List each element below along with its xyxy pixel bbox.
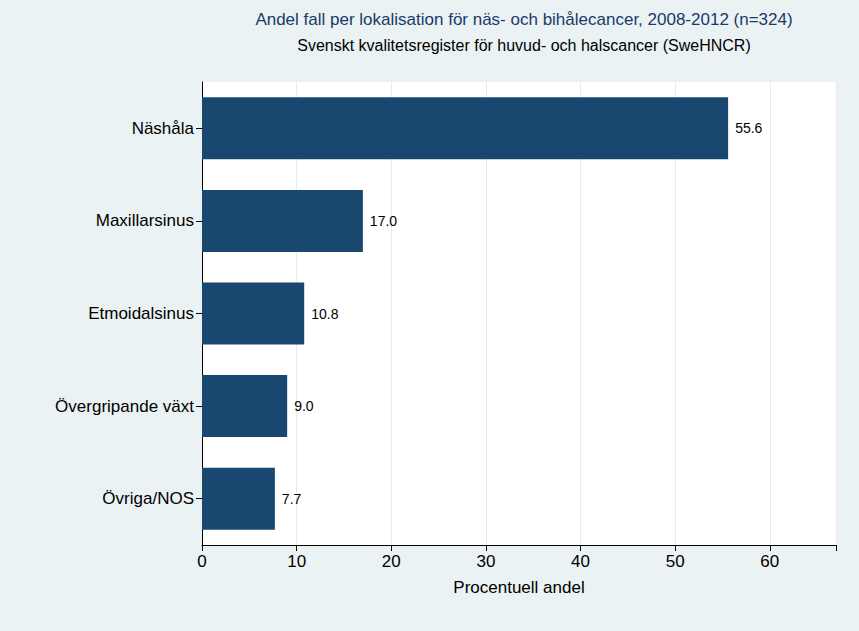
svg-text:0: 0 xyxy=(197,552,206,571)
svg-text:40: 40 xyxy=(571,552,590,571)
svg-text:Andel fall per lokalisation fö: Andel fall per lokalisation för näs- och… xyxy=(255,10,792,29)
svg-text:50: 50 xyxy=(666,552,685,571)
svg-text:30: 30 xyxy=(476,552,495,571)
svg-text:7.7: 7.7 xyxy=(282,491,302,507)
svg-text:17.0: 17.0 xyxy=(370,213,397,229)
svg-text:Övergripande växt: Övergripande växt xyxy=(55,397,194,416)
svg-text:Svenskt kvalitetsregister för: Svenskt kvalitetsregister för huvud- och… xyxy=(297,37,751,54)
svg-text:55.6: 55.6 xyxy=(735,120,762,136)
svg-text:9.0: 9.0 xyxy=(294,398,314,414)
svg-text:60: 60 xyxy=(760,552,779,571)
svg-text:Maxillarsinus: Maxillarsinus xyxy=(96,211,194,230)
svg-text:Etmoidalsinus: Etmoidalsinus xyxy=(88,304,194,323)
svg-text:Övriga/NOS: Övriga/NOS xyxy=(102,489,194,508)
svg-text:Näshåla: Näshåla xyxy=(132,119,195,138)
svg-text:Procentuell andel: Procentuell andel xyxy=(453,578,584,597)
svg-text:10.8: 10.8 xyxy=(311,306,338,322)
svg-text:20: 20 xyxy=(382,552,401,571)
svg-text:10: 10 xyxy=(287,552,306,571)
